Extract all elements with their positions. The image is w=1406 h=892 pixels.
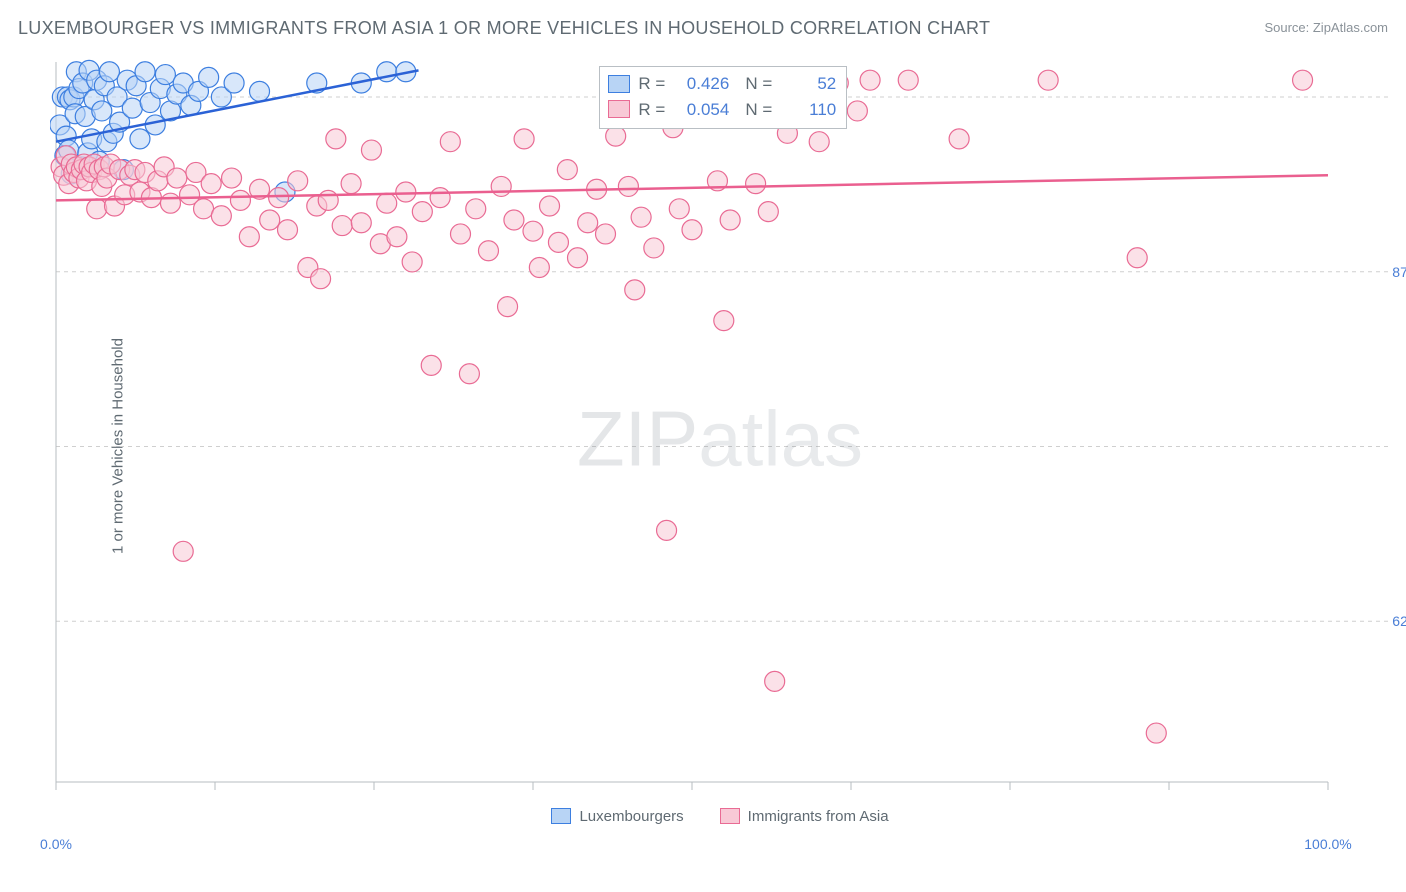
legend-swatch — [608, 75, 630, 93]
stats-row-lux: R = 0.426 N = 52 — [608, 71, 836, 97]
legend-label: Immigrants from Asia — [748, 808, 889, 825]
stat-n-label: N = — [745, 71, 772, 97]
stat-n-label: N = — [745, 97, 772, 123]
chart-title: LUXEMBOURGER VS IMMIGRANTS FROM ASIA 1 O… — [18, 18, 990, 38]
stat-r-label: R = — [638, 71, 665, 97]
chart-plot: ZIPatlas 62.5%87.5% 0.0%100.0% R =0.426N… — [50, 54, 1390, 824]
legend-swatch — [720, 808, 740, 824]
source-attribution: Source: ZipAtlas.com — [1264, 20, 1388, 35]
legend-item-lux: Luxembourgers — [551, 808, 683, 825]
stat-n-value: 110 — [780, 97, 836, 123]
y-tick-label: 62.5% — [1392, 613, 1406, 629]
stat-r-value: 0.054 — [673, 97, 729, 123]
stat-r-value: 0.426 — [673, 71, 729, 97]
y-tick-label: 87.5% — [1392, 264, 1406, 280]
stat-n-value: 52 — [780, 71, 836, 97]
legend-label: Luxembourgers — [579, 808, 683, 825]
x-tick-label: 0.0% — [40, 836, 72, 852]
correlation-stats-box: R = 0.426 N = 52 R = 0.054 N = 110 — [599, 66, 847, 129]
legend-item-asia: Immigrants from Asia — [720, 808, 889, 825]
title-bar: LUXEMBOURGER VS IMMIGRANTS FROM ASIA 1 O… — [18, 18, 1388, 46]
stat-r-label: R = — [638, 97, 665, 123]
legend-swatch — [551, 808, 571, 824]
stats-row-asia: R = 0.054 N = 110 — [608, 97, 836, 123]
chart-svg — [50, 54, 1390, 824]
legend-swatch — [608, 100, 630, 118]
legend-bottom: Luxembourgers Immigrants from Asia — [50, 808, 1390, 829]
x-tick-label: 100.0% — [1304, 836, 1351, 852]
